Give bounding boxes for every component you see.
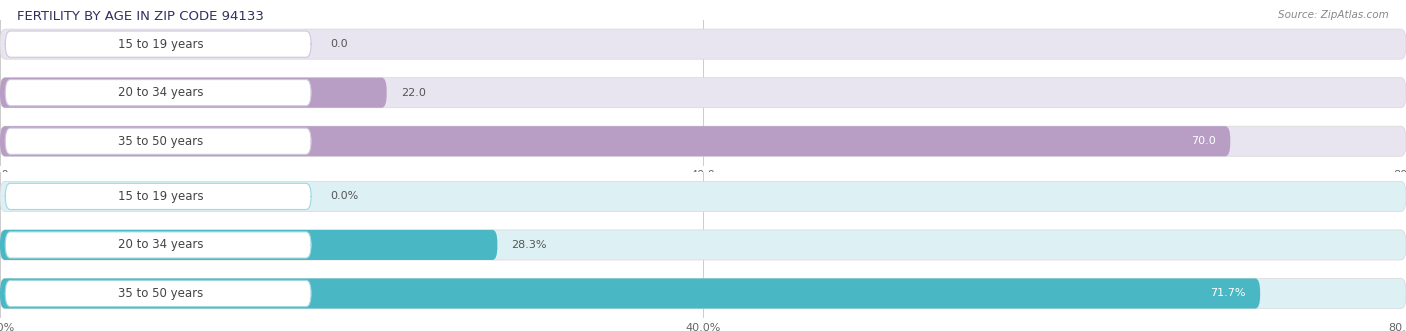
FancyBboxPatch shape — [6, 183, 311, 210]
Text: 15 to 19 years: 15 to 19 years — [118, 190, 204, 203]
Text: 0.0%: 0.0% — [330, 191, 359, 201]
Text: 20 to 34 years: 20 to 34 years — [118, 238, 204, 252]
Text: FERTILITY BY AGE IN ZIP CODE 94133: FERTILITY BY AGE IN ZIP CODE 94133 — [17, 10, 264, 23]
FancyBboxPatch shape — [0, 126, 1406, 156]
Text: 20 to 34 years: 20 to 34 years — [118, 86, 204, 99]
FancyBboxPatch shape — [6, 280, 311, 307]
FancyBboxPatch shape — [6, 128, 311, 154]
FancyBboxPatch shape — [0, 278, 1406, 308]
FancyBboxPatch shape — [6, 79, 311, 106]
Text: Source: ZipAtlas.com: Source: ZipAtlas.com — [1278, 10, 1389, 20]
FancyBboxPatch shape — [6, 232, 311, 258]
Text: 15 to 19 years: 15 to 19 years — [118, 38, 204, 51]
FancyBboxPatch shape — [0, 126, 1230, 156]
Text: 22.0: 22.0 — [401, 88, 426, 98]
Text: 35 to 50 years: 35 to 50 years — [118, 135, 204, 148]
FancyBboxPatch shape — [0, 278, 1260, 308]
Text: 35 to 50 years: 35 to 50 years — [118, 287, 204, 300]
FancyBboxPatch shape — [0, 78, 387, 108]
Text: 0.0: 0.0 — [330, 39, 349, 49]
Text: 70.0: 70.0 — [1191, 136, 1216, 146]
FancyBboxPatch shape — [0, 29, 1406, 59]
FancyBboxPatch shape — [6, 31, 311, 57]
FancyBboxPatch shape — [0, 78, 1406, 108]
FancyBboxPatch shape — [0, 181, 1406, 212]
Text: 28.3%: 28.3% — [512, 240, 547, 250]
Text: 71.7%: 71.7% — [1211, 289, 1246, 299]
FancyBboxPatch shape — [0, 230, 498, 260]
FancyBboxPatch shape — [0, 230, 1406, 260]
